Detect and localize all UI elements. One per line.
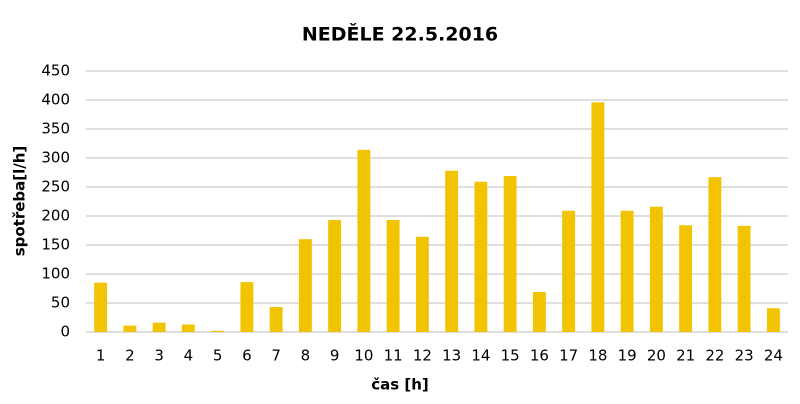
x-tick-label: 9 — [330, 347, 340, 365]
x-tick-label: 12 — [413, 347, 432, 365]
y-tick-label: 0 — [60, 323, 70, 341]
bar — [474, 181, 488, 332]
bar — [445, 170, 459, 332]
y-tick-label: 200 — [41, 207, 70, 225]
x-tick-label: 2 — [125, 347, 135, 365]
x-tick-label: 17 — [559, 347, 578, 365]
y-tick-label: 400 — [41, 91, 70, 109]
bar — [328, 220, 342, 332]
x-tick-label: 20 — [647, 347, 666, 365]
bar — [211, 330, 225, 332]
bar — [708, 177, 722, 332]
bar — [591, 102, 605, 332]
x-tick-label: 24 — [764, 347, 783, 365]
x-tick-label: 22 — [705, 347, 724, 365]
x-tick-label: 13 — [442, 347, 461, 365]
bar — [386, 220, 400, 332]
y-tick-label: 350 — [41, 120, 70, 138]
x-tick-label: 4 — [184, 347, 194, 365]
x-tick-label: 7 — [271, 347, 281, 365]
bar — [181, 324, 195, 332]
x-tick-label: 19 — [618, 347, 637, 365]
bar — [152, 322, 166, 332]
x-tick-label: 18 — [588, 347, 607, 365]
y-tick-label: 150 — [41, 236, 70, 254]
x-tick-label: 21 — [676, 347, 695, 365]
y-tick-label: 250 — [41, 178, 70, 196]
bar — [766, 308, 780, 332]
bar — [679, 225, 693, 332]
x-tick-label: 14 — [471, 347, 490, 365]
bar — [620, 210, 634, 332]
bar — [562, 210, 576, 332]
x-tick-label: 15 — [501, 347, 520, 365]
y-axis-label: spotřeba[l/h] — [11, 146, 29, 257]
x-tick-label: 5 — [213, 347, 223, 365]
bar — [269, 307, 283, 332]
y-tick-label: 50 — [51, 294, 70, 312]
bar — [123, 325, 137, 332]
bar — [298, 239, 312, 332]
bar — [415, 236, 429, 332]
y-tick-label: 300 — [41, 149, 70, 167]
x-tick-label: 11 — [384, 347, 403, 365]
x-tick-label: 10 — [354, 347, 373, 365]
x-axis-label: čas [h] — [371, 376, 429, 394]
x-tick-label: 3 — [154, 347, 164, 365]
bar — [503, 175, 517, 332]
bar — [532, 291, 546, 332]
y-tick-label: 450 — [41, 62, 70, 80]
chart-title: NEDĚLE 22.5.2016 — [302, 23, 498, 46]
bar — [240, 282, 254, 332]
x-tick-label: 16 — [530, 347, 549, 365]
x-tick-label: 6 — [242, 347, 252, 365]
bar — [94, 282, 108, 332]
y-tick-label: 100 — [41, 265, 70, 283]
x-tick-label: 8 — [301, 347, 311, 365]
x-tick-label: 1 — [96, 347, 106, 365]
bar — [737, 225, 751, 332]
bar — [649, 206, 663, 332]
bar — [357, 149, 371, 332]
x-tick-label: 23 — [735, 347, 754, 365]
